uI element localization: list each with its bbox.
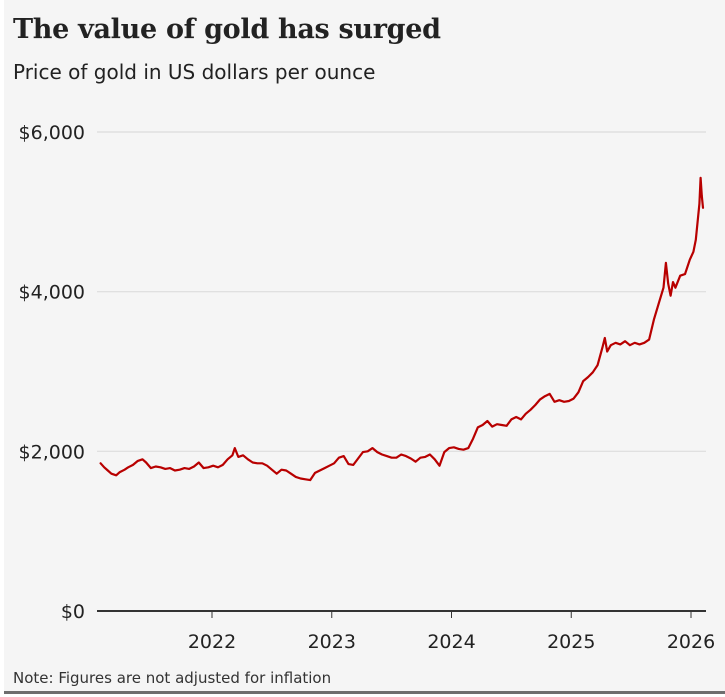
chart-note: Note: Figures are not adjusted for infla… <box>13 669 332 687</box>
x-tick-label: 2026 <box>667 631 715 653</box>
y-tick-label: $0 <box>61 601 85 623</box>
series-line-gold-price <box>99 176 705 482</box>
series-points <box>100 177 704 481</box>
y-tick-label: $4,000 <box>19 282 85 304</box>
x-tick-label: 2025 <box>547 631 595 653</box>
chart-title: The value of gold has surged <box>13 14 441 45</box>
x-tick-label: 2024 <box>427 631 475 653</box>
y-axis-ticks: $0 $2,000 $4,000 $6,000 <box>19 122 85 623</box>
x-tick-label: 2022 <box>188 631 236 653</box>
x-axis-ticks: 2022 2023 2024 2025 2026 <box>188 611 715 653</box>
bottom-rule <box>4 691 725 694</box>
chart-frame <box>4 0 725 692</box>
y-tick-label: $2,000 <box>19 441 85 463</box>
gridlines <box>97 131 706 612</box>
y-tick-label: $6,000 <box>19 122 85 144</box>
chart-subtitle: Price of gold in US dollars per ounce <box>13 60 376 84</box>
x-tick-label: 2023 <box>308 631 356 653</box>
